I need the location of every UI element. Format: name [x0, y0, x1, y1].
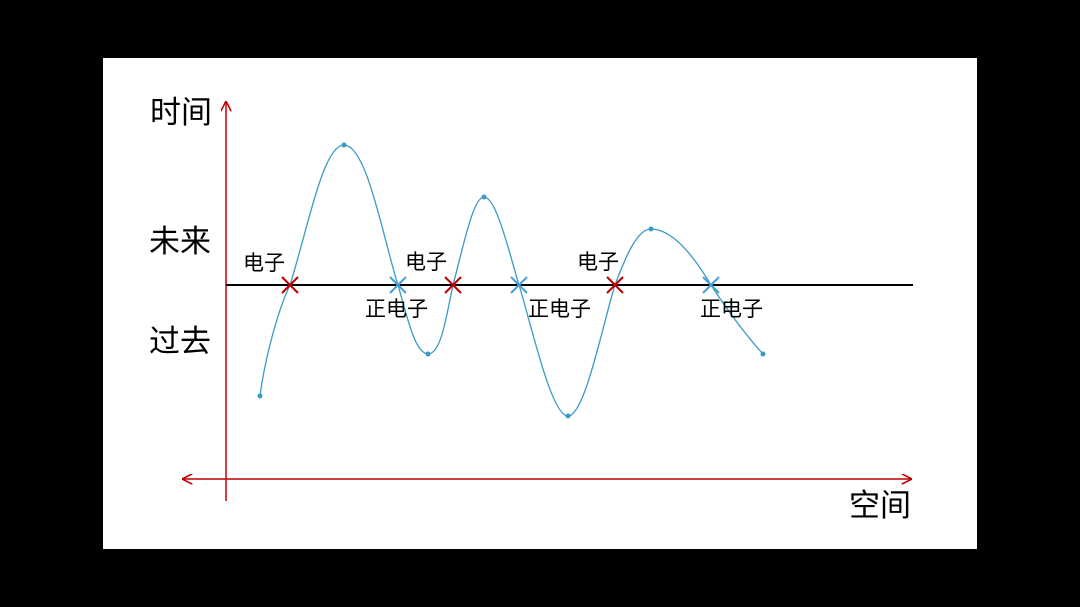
electron-cross-mark: [606, 276, 624, 294]
space-axis-label: 空间: [849, 488, 911, 524]
positron-label: 正电子: [528, 297, 591, 321]
positron-label: 正电子: [365, 297, 428, 321]
curve-point: [341, 142, 347, 148]
electron-label: 电子: [243, 251, 285, 275]
slide: 时间 未来 过去 空间 电子 正电子 电子 正电子 电子 正电子: [103, 58, 977, 549]
curve-point: [257, 393, 263, 399]
curve-point: [760, 351, 766, 357]
time-axis-label: 时间: [150, 95, 212, 131]
worldline-diagram: 时间 未来 过去 空间 电子 正电子 电子 正电子 电子 正电子: [149, 95, 913, 524]
positron-cross-mark: [510, 276, 528, 294]
worldline-curve: [259, 144, 764, 417]
electron-cross-mark: [444, 276, 462, 294]
curve-point: [565, 413, 571, 419]
positron-cross-mark: [389, 276, 407, 294]
positron-label: 正电子: [700, 297, 763, 321]
curve-point: [648, 226, 654, 232]
future-label: 未来: [149, 224, 211, 260]
curve-point: [481, 194, 487, 200]
electron-label: 电子: [577, 250, 619, 274]
curve-point: [425, 351, 431, 357]
positron-cross-mark: [702, 276, 720, 294]
past-label: 过去: [149, 324, 211, 360]
electron-label: 电子: [405, 250, 447, 274]
electron-cross-mark: [281, 276, 299, 294]
